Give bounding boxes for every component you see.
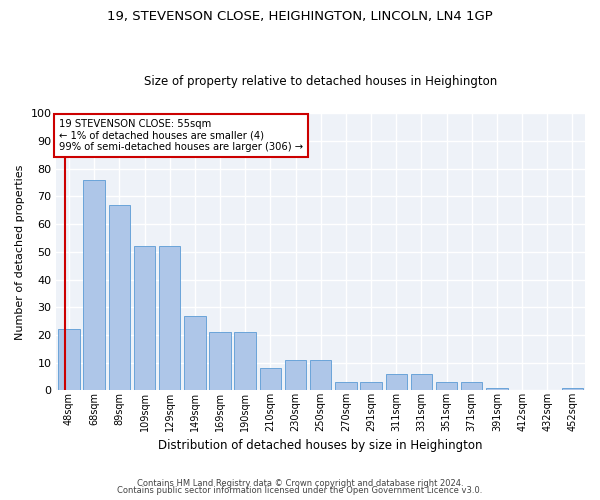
Bar xyxy=(58,330,80,390)
X-axis label: Distribution of detached houses by size in Heighington: Distribution of detached houses by size … xyxy=(158,440,483,452)
Bar xyxy=(134,246,155,390)
Y-axis label: Number of detached properties: Number of detached properties xyxy=(15,164,25,340)
Bar xyxy=(209,332,231,390)
Text: 19 STEVENSON CLOSE: 55sqm
← 1% of detached houses are smaller (4)
99% of semi-de: 19 STEVENSON CLOSE: 55sqm ← 1% of detach… xyxy=(59,119,303,152)
Text: Contains public sector information licensed under the Open Government Licence v3: Contains public sector information licen… xyxy=(118,486,482,495)
Bar xyxy=(310,360,331,390)
Text: 19, STEVENSON CLOSE, HEIGHINGTON, LINCOLN, LN4 1GP: 19, STEVENSON CLOSE, HEIGHINGTON, LINCOL… xyxy=(107,10,493,23)
Bar xyxy=(235,332,256,390)
Text: Contains HM Land Registry data © Crown copyright and database right 2024.: Contains HM Land Registry data © Crown c… xyxy=(137,478,463,488)
Bar xyxy=(436,382,457,390)
Bar xyxy=(184,316,206,390)
Bar xyxy=(562,388,583,390)
Bar xyxy=(335,382,356,390)
Bar xyxy=(159,246,181,390)
Title: Size of property relative to detached houses in Heighington: Size of property relative to detached ho… xyxy=(144,76,497,88)
Bar xyxy=(486,388,508,390)
Bar xyxy=(386,374,407,390)
Bar xyxy=(260,368,281,390)
Bar xyxy=(361,382,382,390)
Bar xyxy=(83,180,105,390)
Bar xyxy=(285,360,306,390)
Bar xyxy=(109,204,130,390)
Bar xyxy=(410,374,432,390)
Bar xyxy=(461,382,482,390)
